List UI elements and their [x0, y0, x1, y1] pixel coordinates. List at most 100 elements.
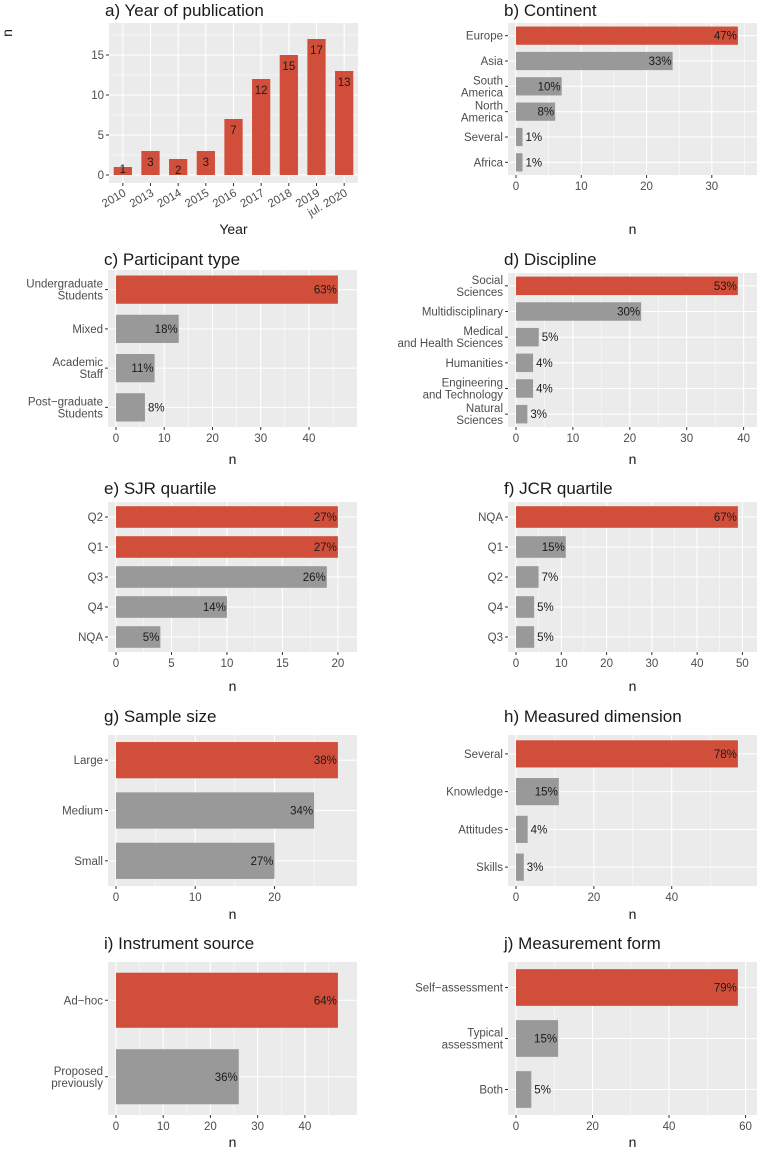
- bar: [516, 969, 738, 1006]
- bar: [516, 566, 539, 588]
- x-tick-label: 60: [739, 1121, 752, 1133]
- bar-value-label: 47%: [714, 31, 737, 43]
- x-tick-label: 10: [575, 181, 588, 193]
- x-tick-label: 0: [113, 658, 119, 670]
- bar: [307, 39, 326, 175]
- chart-panel-j: j) Measurement form 0 20 40 60 79% Self−assess…: [415, 934, 757, 1149]
- bar-value-label: 15: [282, 61, 295, 73]
- x-tick-label: 10: [221, 658, 234, 670]
- bar: [116, 393, 145, 422]
- bar-value-label: 7%: [542, 572, 559, 584]
- label-line: Social: [472, 275, 503, 287]
- y-tick-label: 10: [91, 90, 104, 102]
- bar-value-label: 3: [147, 157, 153, 169]
- bar-value-label: 15%: [534, 1034, 557, 1046]
- bar: [516, 276, 738, 296]
- label-line: Skills: [476, 862, 503, 874]
- label-line: Natural: [466, 403, 503, 415]
- x-tick-label: 40: [737, 433, 750, 445]
- x-tick-label: 20: [332, 658, 345, 670]
- y-tick-label: Engineering and Technology: [423, 378, 504, 402]
- x-tick-label: 0: [513, 181, 519, 193]
- chart-title: a) Year of publication: [105, 1, 264, 20]
- label-line: Several: [464, 749, 503, 761]
- x-tick-label: 40: [298, 1121, 311, 1133]
- chart-panel-g: g) Sample size 0 10 20 38% Large 34% Medium 27% S…: [62, 707, 357, 922]
- x-tick-label: 0: [113, 433, 119, 445]
- y-tick-label: 5: [98, 130, 104, 142]
- label-line: Q2: [488, 572, 503, 584]
- bar-value-label: 15%: [535, 787, 558, 799]
- bar: [516, 51, 673, 71]
- x-axis-title: n: [229, 906, 237, 922]
- y-tick-label: Africa: [474, 157, 504, 169]
- bar-value-label: 30%: [617, 307, 640, 319]
- x-tick-label: 0: [113, 892, 119, 904]
- bar-value-label: 2: [175, 165, 181, 177]
- x-axis-title: n: [229, 678, 237, 694]
- label-line: Ad−hoc: [64, 995, 104, 1007]
- label-line: America: [461, 87, 504, 99]
- label-line: South: [473, 75, 503, 87]
- bar-value-label: 63%: [314, 285, 337, 297]
- label-line: Q1: [488, 542, 503, 554]
- bar: [116, 596, 227, 618]
- y-tick-label: Natural Sciences: [456, 403, 503, 427]
- y-tick-label: Humanities: [445, 358, 503, 370]
- label-line: Attitudes: [458, 824, 503, 836]
- y-tick-label: Small: [74, 856, 103, 868]
- bar: [224, 119, 243, 175]
- bar-value-label: 33%: [649, 56, 672, 68]
- x-tick-label: 40: [303, 433, 316, 445]
- y-tick-label: Asia: [481, 56, 504, 68]
- bar: [279, 55, 298, 175]
- x-axis-title: n: [629, 678, 637, 694]
- label-line: Typical: [467, 1028, 503, 1040]
- label-line: Small: [74, 856, 103, 868]
- y-tick-label: Several: [464, 749, 503, 761]
- bar-value-label: 34%: [290, 806, 313, 818]
- x-tick-label: 2017: [239, 187, 267, 210]
- y-tick-label: Large: [74, 755, 103, 767]
- bar: [516, 778, 559, 806]
- label-line: North: [475, 101, 503, 113]
- chart-panel-h: h) Measured dimension 0 20 40 78% Several 15% K…: [446, 707, 757, 922]
- x-tick-label: 0: [113, 1121, 119, 1133]
- bar: [116, 742, 338, 779]
- bar: [516, 815, 528, 843]
- x-tick-label: 0: [513, 1121, 519, 1133]
- bar-value-label: 27%: [314, 512, 337, 524]
- bar-value-label: 27%: [314, 542, 337, 554]
- x-tick-label: 10: [555, 658, 568, 670]
- chart-title: h) Measured dimension: [504, 707, 682, 726]
- chart-title: c) Participant type: [104, 250, 240, 269]
- y-tick-label: Europe: [466, 31, 503, 43]
- bar-value-label: 12: [255, 85, 268, 97]
- label-line: Sciences: [456, 415, 503, 427]
- bar: [516, 77, 562, 96]
- x-tick-label: 20: [268, 892, 281, 904]
- label-line: Proposed: [54, 1066, 103, 1078]
- x-axis-title: n: [629, 221, 637, 237]
- label-line: Q3: [488, 632, 503, 644]
- bar: [116, 626, 161, 648]
- x-tick-label: 30: [254, 433, 267, 445]
- bar-value-label: 3: [203, 157, 209, 169]
- chart-title: i) Instrument source: [104, 934, 254, 953]
- y-tick-label: Q3: [88, 572, 103, 584]
- y-tick-label: 0: [98, 170, 104, 182]
- bar-value-label: 78%: [714, 749, 737, 761]
- label-line: NQA: [78, 632, 103, 644]
- label-line: Academic: [53, 357, 104, 369]
- bar: [113, 167, 132, 175]
- y-tick-label: Self−assessment: [415, 983, 504, 995]
- y-tick-label: 15: [91, 50, 104, 62]
- panel-background: [508, 23, 757, 175]
- bar: [516, 506, 738, 528]
- bar-value-label: 79%: [714, 983, 737, 995]
- bar-value-label: 8%: [538, 107, 555, 119]
- bar-value-label: 13: [338, 77, 351, 89]
- label-line: Engineering: [442, 378, 503, 390]
